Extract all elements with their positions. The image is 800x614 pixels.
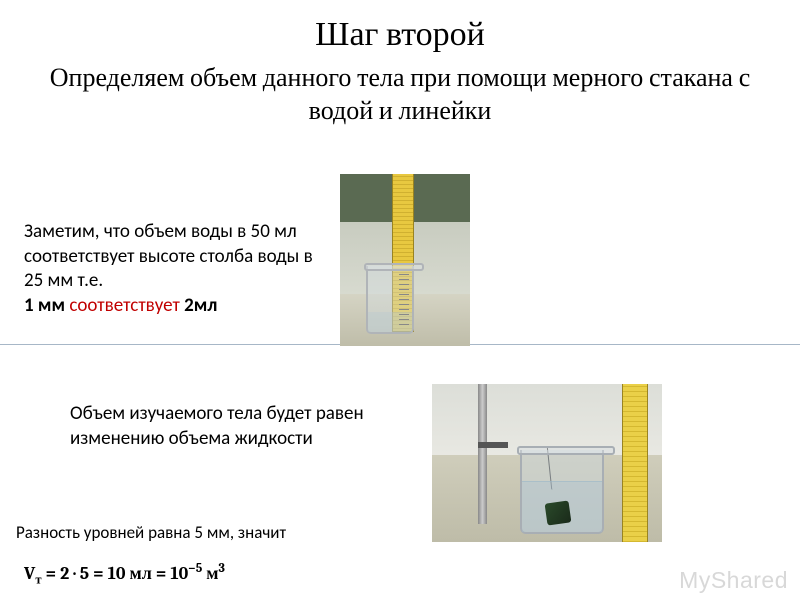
beaker-icon — [520, 450, 604, 534]
formula-v: V — [24, 563, 35, 584]
slide-title: Шаг второй — [0, 14, 800, 54]
note1-text: Заметим, что объем воды в 50 мл соответс… — [24, 220, 313, 292]
formula-unit-m: м — [202, 563, 218, 584]
level-difference-note: Разность уровней равна 5 мм, значит — [16, 522, 286, 543]
note1-bold-ml: 2мл — [184, 294, 217, 317]
volume-formula: Vт = 2 · 5 = 10 мл = 10−5 м3 — [24, 562, 225, 588]
formula-calc: = 2 · 5 = 10 мл = 10 — [42, 563, 189, 584]
beaker-icon — [366, 266, 414, 334]
divider-right — [470, 344, 800, 345]
observation-note-2: Объем изучаемого тела будет равен измене… — [70, 402, 390, 451]
note1-corresponds-red: соответствует — [65, 294, 184, 317]
slide-subtitle: Определяем объем данного тела при помощи… — [0, 62, 800, 127]
ruler-icon — [622, 384, 648, 542]
observation-note-1: Заметим, что объем воды в 50 мл соответс… — [24, 220, 324, 319]
photo-body-submerged-measurement — [432, 384, 662, 542]
photo-beaker-ruler-calibration — [340, 174, 470, 346]
lab-stand-icon — [478, 384, 487, 524]
divider-left — [0, 344, 340, 345]
formula-exp-3: 3 — [218, 562, 224, 576]
formula-exp-minus5: −5 — [188, 562, 202, 576]
beaker-scale-marks — [399, 274, 409, 326]
watermark-myshared: MyShared — [679, 567, 788, 594]
submerged-body-icon — [545, 500, 572, 525]
note1-bold-mm: 1 мм — [24, 294, 65, 317]
